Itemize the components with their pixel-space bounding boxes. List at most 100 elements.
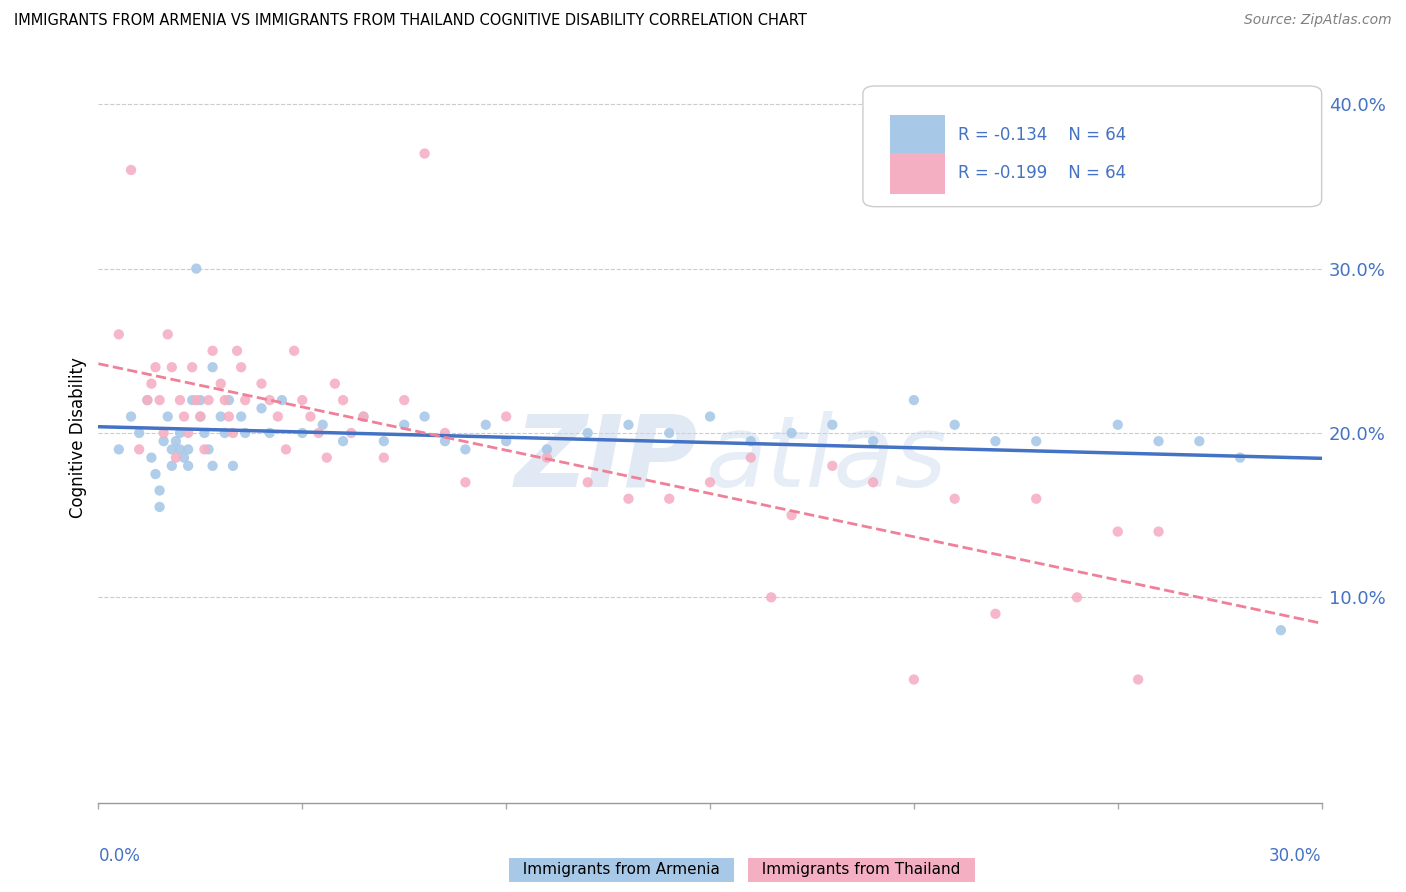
Point [1128,673,1150,687]
Point [108,327,131,342]
Point [434,434,457,449]
Point [218,409,240,424]
Point [173,450,195,465]
Point [120,409,142,424]
Point [197,442,219,457]
Text: 0.0%: 0.0% [98,847,141,864]
Point [332,434,354,449]
Point [1188,434,1211,449]
Text: Source: ZipAtlas.com: Source: ZipAtlas.com [1244,13,1392,28]
Y-axis label: Cognitive Disability: Cognitive Disability [69,357,87,517]
Point [250,401,273,416]
Point [259,393,281,408]
Point [136,393,159,408]
Point [156,409,179,424]
Text: atlas: atlas [706,410,948,508]
Point [149,393,172,408]
Point [1270,624,1292,638]
Point [186,393,208,408]
Point [413,409,436,424]
Point [108,442,131,457]
Point [222,458,245,473]
Point [209,409,232,424]
Text: R = -0.134    N = 64: R = -0.134 N = 64 [959,126,1126,144]
Bar [890,153,945,194]
Point [943,417,966,432]
Text: ZIP: ZIP [515,410,697,508]
Point [1025,491,1047,506]
Point [267,409,290,424]
Point [984,434,1007,449]
Point [474,417,498,432]
Point [323,376,346,391]
Point [454,475,477,490]
Point [576,475,599,490]
Point [495,434,517,449]
Point [699,475,721,490]
Point [291,393,314,408]
Point [1229,450,1251,465]
FancyBboxPatch shape [863,86,1322,207]
Point [536,450,558,465]
Point [299,409,322,424]
Point [434,425,457,440]
Point [177,442,200,457]
Point [201,458,224,473]
Point [761,591,783,605]
Point [1107,524,1129,539]
Point [312,417,335,432]
Point [259,425,281,440]
Point [658,425,681,440]
Point [283,343,305,358]
Point [173,409,195,424]
Point [214,393,236,408]
Point [177,458,200,473]
Point [128,425,150,440]
Point [226,343,249,358]
Point [214,425,236,440]
Point [315,450,337,465]
Point [821,417,844,432]
Point [699,409,721,424]
Point [120,163,142,178]
Point [1147,524,1170,539]
Point [181,360,204,375]
Point [160,360,183,375]
Point [943,491,966,506]
Point [160,442,183,457]
Text: 30.0%: 30.0% [1270,847,1322,864]
Point [862,475,884,490]
Point [149,500,172,514]
Point [740,450,762,465]
Point [780,425,803,440]
Point [821,458,844,473]
Point [156,327,179,342]
Point [536,442,558,457]
Text: Immigrants from Armenia: Immigrants from Armenia [513,863,730,877]
Point [231,360,253,375]
Point [188,393,212,408]
Point [1147,434,1170,449]
Point [291,425,314,440]
Point [152,434,174,449]
Point [201,360,224,375]
Point [169,393,191,408]
Point [903,393,925,408]
Point [1066,591,1088,605]
Point [352,409,374,424]
Point [862,434,884,449]
Point [160,458,183,473]
Point [617,491,640,506]
Point [181,393,204,408]
Point [740,434,762,449]
Point [495,409,517,424]
Point [186,261,208,276]
Point [169,442,191,457]
Point [454,442,477,457]
Point [141,376,163,391]
Point [193,442,215,457]
Bar [890,115,945,155]
Point [136,393,159,408]
Point [1025,434,1047,449]
Point [576,425,599,440]
